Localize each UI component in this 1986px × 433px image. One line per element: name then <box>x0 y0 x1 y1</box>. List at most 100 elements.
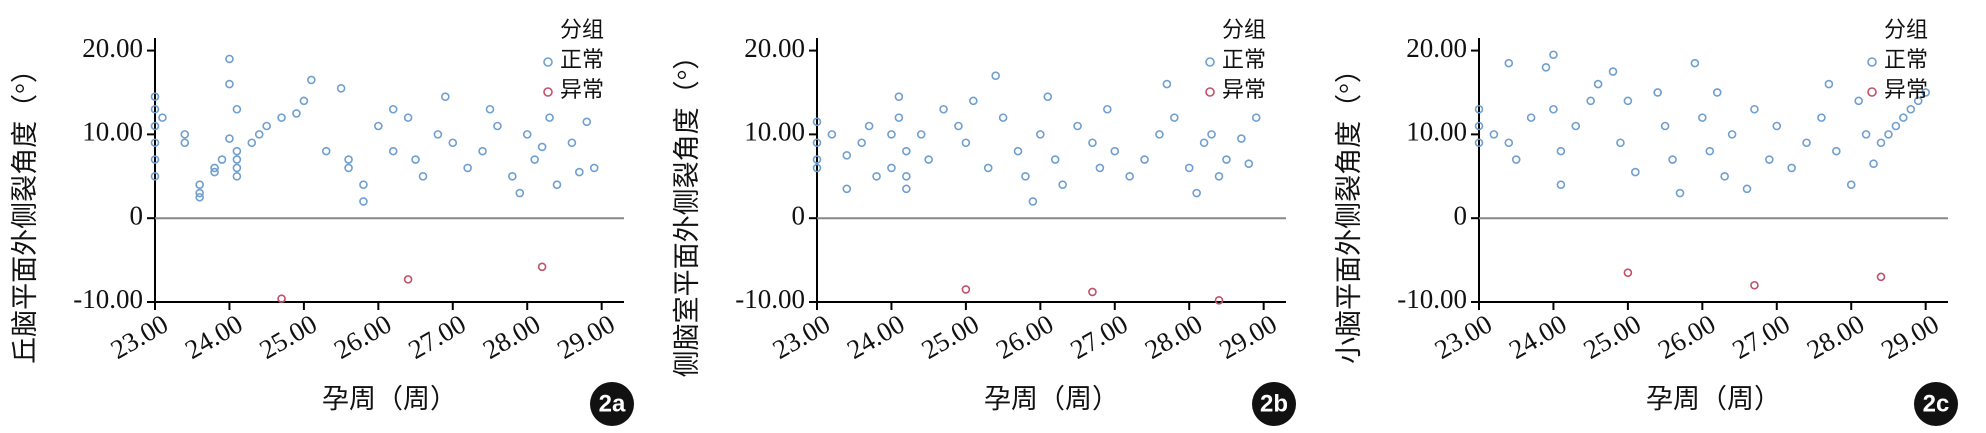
data-point <box>1616 138 1625 148</box>
data-point <box>1474 104 1484 114</box>
data-point <box>582 117 592 127</box>
data-point <box>1817 113 1826 122</box>
legend-label: 正常 <box>1222 47 1266 72</box>
x-axis-label: 孕周（周） <box>322 384 457 414</box>
data-point <box>1170 113 1179 122</box>
data-point <box>1787 163 1796 173</box>
data-point <box>158 113 167 122</box>
data-point <box>232 171 242 181</box>
data-point <box>344 155 353 164</box>
x-tick-label: 26.00 <box>1653 309 1721 365</box>
data-point <box>478 146 487 156</box>
data-point <box>307 75 316 85</box>
data-point <box>1623 268 1633 277</box>
data-point <box>225 54 234 64</box>
legend-label: 异常 <box>1222 77 1266 102</box>
data-point <box>1556 180 1566 189</box>
data-point <box>1549 104 1558 114</box>
data-point <box>1504 58 1514 68</box>
data-point <box>195 180 204 189</box>
data-point <box>1750 280 1759 290</box>
data-point <box>433 130 443 139</box>
x-axis-label: 孕周（周） <box>1646 384 1781 414</box>
panel: -10.00 0 10.00 20.00 23.00 24.00 25.00 26.00 27.… <box>10 17 634 426</box>
legend-marker <box>1205 57 1215 67</box>
data-point <box>1058 180 1067 189</box>
data-point <box>575 167 584 177</box>
y-axis-label: 小脑平面外侧裂角度（°） <box>1334 56 1364 364</box>
data-point <box>1244 159 1254 169</box>
x-tick-label: 25.00 <box>254 309 322 365</box>
y-tick-label: -10.00 <box>73 284 143 314</box>
x-tick-label: 24.00 <box>842 309 910 365</box>
data-point <box>1504 138 1514 148</box>
data-point <box>916 130 926 139</box>
x-tick-label: 28.00 <box>1802 309 1870 365</box>
data-point <box>887 163 896 173</box>
data-point <box>180 138 190 148</box>
data-point <box>403 275 413 284</box>
y-tick-label: 20.00 <box>1406 33 1467 63</box>
data-point <box>418 171 428 181</box>
data-point <box>359 197 368 206</box>
data-point <box>1214 296 1224 305</box>
data-point <box>1675 188 1685 198</box>
data-point <box>1824 79 1834 89</box>
data-point <box>299 96 309 106</box>
x-tick-label: 23.00 <box>105 309 173 365</box>
data-point <box>195 192 204 202</box>
data-point <box>1556 146 1566 156</box>
y-tick-label: 10.00 <box>82 117 143 147</box>
legend-title: 分组 <box>560 17 604 42</box>
data-point <box>1184 163 1194 173</box>
data-point <box>1712 88 1722 97</box>
data-point <box>1199 138 1209 148</box>
legend-title: 分组 <box>1222 17 1266 42</box>
data-point <box>969 96 978 106</box>
data-point <box>485 104 495 114</box>
panel-label: 2c <box>1923 390 1950 417</box>
panel: -10.00 0 10.00 20.00 23.00 24.00 25.00 26.00 27.… <box>672 17 1296 426</box>
y-tick-label: 20.00 <box>744 33 805 63</box>
data-point <box>842 184 852 194</box>
data-point <box>150 92 160 101</box>
data-point <box>1913 96 1923 106</box>
x-tick-label: 25.00 <box>1578 309 1646 365</box>
data-point <box>552 180 562 189</box>
data-point <box>441 92 450 101</box>
panel-label: 2b <box>1260 390 1288 417</box>
data-point <box>1013 146 1023 156</box>
data-point <box>150 121 160 131</box>
data-point <box>1192 188 1201 198</box>
data-point <box>1207 130 1216 139</box>
x-tick-label: 29.00 <box>1876 309 1944 365</box>
data-point <box>292 109 301 118</box>
data-point <box>1899 113 1908 122</box>
legend-marker <box>1867 87 1877 97</box>
data-point <box>210 163 219 173</box>
data-point <box>827 130 837 139</box>
x-tick-label: 26.00 <box>329 309 397 365</box>
data-point <box>388 146 398 156</box>
data-point <box>530 155 539 164</box>
data-point <box>359 180 368 189</box>
y-axis-label: 丘脑平面外侧裂角度（°） <box>10 56 40 364</box>
data-point <box>1660 121 1670 131</box>
data-point <box>983 163 993 173</box>
data-point <box>1861 130 1871 139</box>
data-point <box>180 130 190 139</box>
y-tick-label: 0 <box>130 200 144 230</box>
y-tick-label: -10.00 <box>1397 284 1467 314</box>
data-point <box>1705 146 1715 156</box>
data-point <box>1921 88 1930 97</box>
panel-label: 2a <box>599 390 626 417</box>
data-point <box>537 262 547 272</box>
data-point <box>537 142 547 152</box>
x-tick-label: 26.00 <box>991 309 1059 365</box>
data-point <box>217 155 227 164</box>
data-point <box>894 92 904 101</box>
data-point <box>388 104 398 114</box>
data-point <box>1073 121 1082 131</box>
data-point <box>336 83 346 93</box>
data-point <box>1103 104 1112 114</box>
